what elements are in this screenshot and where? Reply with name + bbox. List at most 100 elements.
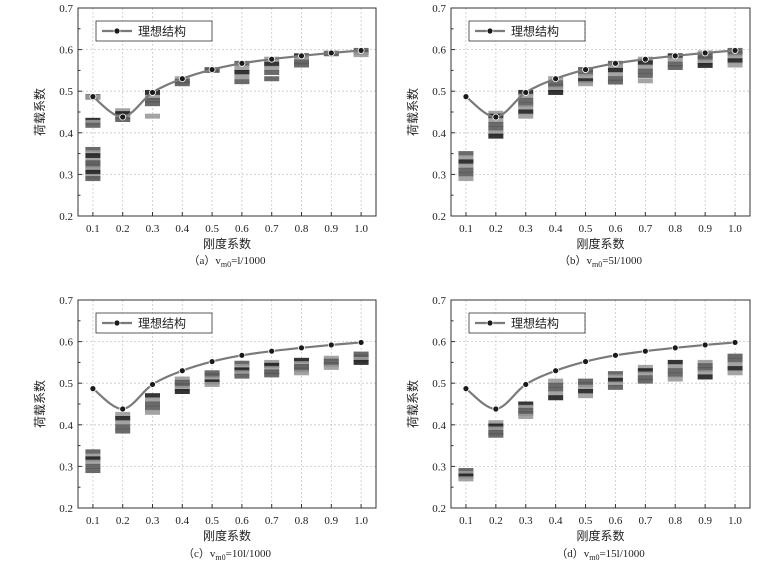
data-mark bbox=[85, 163, 101, 169]
cluster-x-0.1 bbox=[85, 449, 101, 474]
x-tick-label: 0.6 bbox=[609, 223, 623, 235]
data-mark bbox=[637, 368, 653, 374]
x-tick-label: 0.2 bbox=[116, 515, 130, 527]
cluster-x-0.3 bbox=[518, 401, 534, 419]
data-mark bbox=[488, 133, 504, 139]
data-mark bbox=[488, 110, 504, 116]
data-mark bbox=[697, 59, 713, 65]
data-mark bbox=[667, 64, 683, 70]
data-mark bbox=[548, 83, 564, 89]
legend-label: 理想结构 bbox=[138, 316, 186, 331]
legend-label: 理想结构 bbox=[138, 24, 186, 39]
caption-subscript: m0 bbox=[592, 260, 602, 269]
data-mark bbox=[264, 372, 280, 378]
cluster-x-1 bbox=[353, 351, 369, 365]
data-mark bbox=[518, 113, 534, 119]
y-axis-label: 荷载系数 bbox=[32, 380, 47, 428]
ideal-point bbox=[492, 405, 500, 413]
y-tick-label: 0.6 bbox=[59, 337, 73, 349]
x-tick-label: 0.5 bbox=[579, 223, 593, 235]
x-axis-label: 刚度系数 bbox=[203, 236, 251, 251]
legend-label: 理想结构 bbox=[511, 316, 559, 331]
data-mark bbox=[607, 67, 623, 73]
panel-caption: （d）vm0=15l/1000 bbox=[556, 547, 645, 562]
data-mark bbox=[518, 413, 534, 419]
data-mark bbox=[458, 155, 474, 161]
data-mark bbox=[488, 423, 504, 429]
legend: 理想结构 bbox=[468, 312, 586, 334]
data-mark bbox=[578, 74, 594, 80]
caption-value: =l/1000 bbox=[231, 255, 266, 267]
data-mark bbox=[697, 56, 713, 62]
ideal-point bbox=[178, 367, 186, 375]
x-tick-label: 0.1 bbox=[459, 515, 473, 527]
x-axis-label: 刚度系数 bbox=[203, 528, 251, 543]
cluster-x-0.5 bbox=[578, 378, 594, 399]
data-mark bbox=[264, 65, 280, 71]
data-mark bbox=[488, 126, 504, 132]
data-mark bbox=[607, 384, 623, 390]
legend-box bbox=[468, 20, 586, 42]
data-mark bbox=[578, 81, 594, 87]
data-mark bbox=[578, 381, 594, 387]
x-tick-label: 0.5 bbox=[205, 223, 219, 235]
ideal-point bbox=[327, 341, 335, 349]
data-mark bbox=[234, 360, 250, 366]
data-mark bbox=[637, 72, 653, 78]
x-tick-label: 0.3 bbox=[146, 515, 160, 527]
x-tick-label: 0.1 bbox=[86, 515, 100, 527]
y-tick-label: 0.7 bbox=[59, 3, 73, 15]
ideal-point bbox=[238, 59, 246, 67]
ideal-point bbox=[208, 358, 216, 365]
y-tick-label: 0.2 bbox=[432, 503, 446, 515]
data-mark bbox=[85, 166, 101, 172]
data-mark bbox=[637, 378, 653, 384]
data-mark bbox=[518, 109, 534, 115]
y-tick-label: 0.4 bbox=[59, 128, 73, 140]
legend-label: 理想结构 bbox=[511, 24, 559, 39]
chart-panel-b: 0.2 0.3 0.4 0.5 0.6 0.7 0.1 0.2 0.3 0.4 0.5 0.6 0.7 0… bbox=[405, 3, 751, 269]
ideal-point bbox=[731, 339, 739, 346]
data-mark bbox=[727, 370, 743, 376]
data-mark bbox=[578, 378, 594, 384]
legend-marker bbox=[113, 319, 121, 327]
x-tick-label: 0.8 bbox=[668, 223, 682, 235]
data-mark bbox=[85, 119, 101, 125]
data-mark bbox=[697, 62, 713, 68]
legend-marker bbox=[486, 27, 494, 35]
data-mark bbox=[607, 76, 623, 82]
data-mark bbox=[578, 389, 594, 395]
data-mark bbox=[727, 357, 743, 363]
ideal-point bbox=[462, 93, 470, 101]
y-axis-label: 荷载系数 bbox=[405, 88, 420, 136]
ideal-point bbox=[582, 66, 589, 73]
data-mark bbox=[458, 163, 474, 169]
y-axis-label: 荷载系数 bbox=[32, 88, 47, 136]
ideal-point bbox=[208, 66, 216, 73]
x-tick-label: 0.3 bbox=[519, 223, 533, 235]
caption-value: =10l/1000 bbox=[226, 548, 272, 560]
y-tick-label: 0.5 bbox=[432, 378, 446, 390]
y-tick-label: 0.5 bbox=[59, 86, 73, 98]
ideal-point bbox=[149, 381, 156, 388]
cluster-x-0.2 bbox=[488, 420, 504, 438]
data-mark bbox=[488, 429, 504, 435]
data-mark bbox=[85, 122, 101, 128]
data-mark bbox=[204, 373, 220, 379]
y-tick-label: 0.4 bbox=[432, 128, 446, 140]
data-mark bbox=[578, 384, 594, 390]
cluster-x-0.4 bbox=[174, 376, 190, 395]
x-tick-label: 0.9 bbox=[324, 223, 338, 235]
data-mark bbox=[85, 150, 101, 156]
data-mark bbox=[518, 93, 534, 99]
x-tick-label: 0.3 bbox=[146, 223, 160, 235]
data-mark bbox=[727, 366, 743, 372]
cluster-x-0.1 bbox=[458, 468, 474, 482]
ideal-point bbox=[671, 52, 679, 60]
data-mark bbox=[234, 74, 250, 80]
data-mark bbox=[323, 361, 339, 367]
data-mark bbox=[548, 80, 564, 86]
ideal-point bbox=[119, 405, 127, 413]
panel-caption: （b）vm0=5l/1000 bbox=[559, 254, 643, 269]
gridlines bbox=[451, 7, 750, 217]
